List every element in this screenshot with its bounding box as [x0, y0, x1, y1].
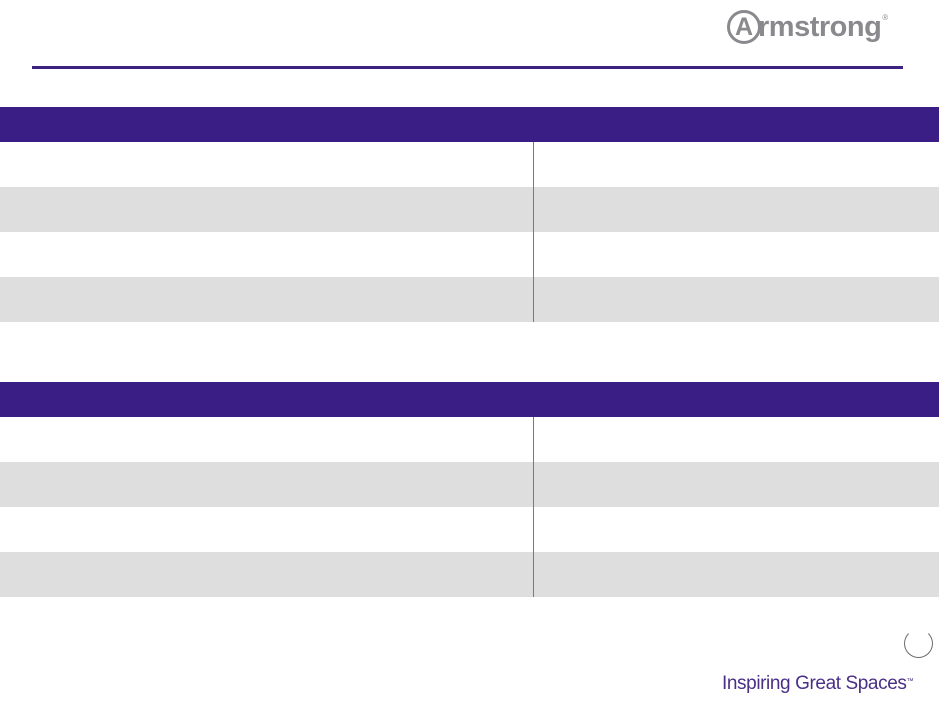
- table-cell: [0, 552, 534, 597]
- table-cell: [0, 507, 534, 552]
- tagline-text: Inspiring Great Spaces: [722, 673, 907, 694]
- table-row: [0, 187, 939, 232]
- table-row: [0, 462, 939, 507]
- logo-wordmark: rmstrong: [758, 10, 882, 43]
- armstrong-logo: A rmstrong ®: [727, 7, 912, 47]
- table-cell: [534, 187, 939, 232]
- table-1: [0, 107, 939, 322]
- table-row: [0, 232, 939, 277]
- page-number-circle-icon: [904, 629, 933, 658]
- header-divider: [32, 66, 903, 69]
- table-cell: [534, 552, 939, 597]
- table-2-header: [0, 382, 939, 417]
- table-row: [0, 277, 939, 322]
- table-row: [0, 142, 939, 187]
- table-cell: [534, 507, 939, 552]
- table-cell: [534, 417, 939, 462]
- table-cell: [0, 462, 534, 507]
- logo-registered-mark: ®: [882, 13, 889, 22]
- table-cell: [0, 187, 534, 232]
- logo-a-ring-icon: A: [727, 10, 761, 44]
- table-cell: [0, 417, 534, 462]
- table-cell: [534, 142, 939, 187]
- table-cell: [0, 232, 534, 277]
- tagline-trademark: ™: [906, 678, 914, 685]
- table-2: [0, 382, 939, 597]
- table-1-header: [0, 107, 939, 142]
- table-cell: [534, 277, 939, 322]
- tagline: Inspiring Great Spaces™: [722, 673, 913, 695]
- table-cell: [534, 462, 939, 507]
- table-cell: [0, 142, 534, 187]
- table-row: [0, 507, 939, 552]
- table-cell: [0, 277, 534, 322]
- table-cell: [534, 232, 939, 277]
- logo-ring-letter: A: [734, 12, 754, 41]
- table-row: [0, 417, 939, 462]
- table-row: [0, 552, 939, 597]
